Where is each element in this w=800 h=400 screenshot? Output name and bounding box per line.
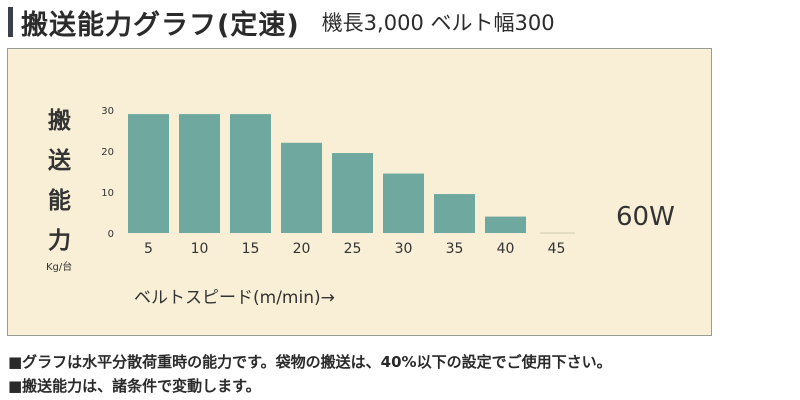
title-bar: 搬送能力グラフ(定速) 機長3,000 ベルト幅300 <box>8 6 555 41</box>
bar-chart: 30 20 10 0 5 10 15 20 25 30 35 40 45 <box>101 106 575 257</box>
y-axis-unit: Kg/台 <box>46 262 73 273</box>
x-tick-label: 20 <box>293 241 311 257</box>
note-capacity-variation: ■搬送能力は、諸条件で変動します。 <box>8 377 261 395</box>
x-tick-label: 40 <box>497 241 515 257</box>
y-tick-label: 0 <box>108 229 114 240</box>
x-tick-label: 15 <box>242 241 260 257</box>
chart-bar <box>230 114 271 233</box>
chart-panel: 搬 送 能 力 Kg/台 30 20 10 0 5 10 15 20 25 30 35 40 45 60… <box>7 48 712 336</box>
chart-bar <box>281 142 322 233</box>
x-tick-label: 5 <box>144 241 153 257</box>
y-axis-label-char: 力 <box>48 228 71 254</box>
chart-title: 搬送能力グラフ(定速) <box>21 9 300 41</box>
y-axis-label-char: 送 <box>48 148 71 174</box>
y-tick-label: 20 <box>101 147 114 158</box>
x-tick-label: 35 <box>446 241 464 257</box>
y-tick-label: 10 <box>101 188 114 199</box>
chart-subtitle: 機長3,000 ベルト幅300 <box>321 11 555 35</box>
chart-bar <box>179 114 220 233</box>
y-axis-label-char: 搬 <box>48 108 71 134</box>
power-annotation: 60W <box>616 202 675 232</box>
y-tick-label: 30 <box>101 106 114 117</box>
x-tick-label: 45 <box>548 241 566 257</box>
x-tick-label: 10 <box>191 241 209 257</box>
y-axis-label-char: 能 <box>48 188 71 214</box>
chart-bar <box>485 216 526 233</box>
chart-bar <box>332 153 373 233</box>
chart-bar <box>383 173 424 233</box>
x-tick-label: 25 <box>344 241 362 257</box>
x-tick-label: 30 <box>395 241 413 257</box>
chart-bar <box>434 194 475 233</box>
note-load-condition: ■グラフは水平分散荷重時の能力です。袋物の搬送は、40%以下の設定でご使用下さい… <box>8 353 612 371</box>
x-axis-label: ベルトスピード(m/min)→ <box>134 288 335 308</box>
chart-bar <box>128 114 169 233</box>
title-accent-bar <box>8 7 13 37</box>
